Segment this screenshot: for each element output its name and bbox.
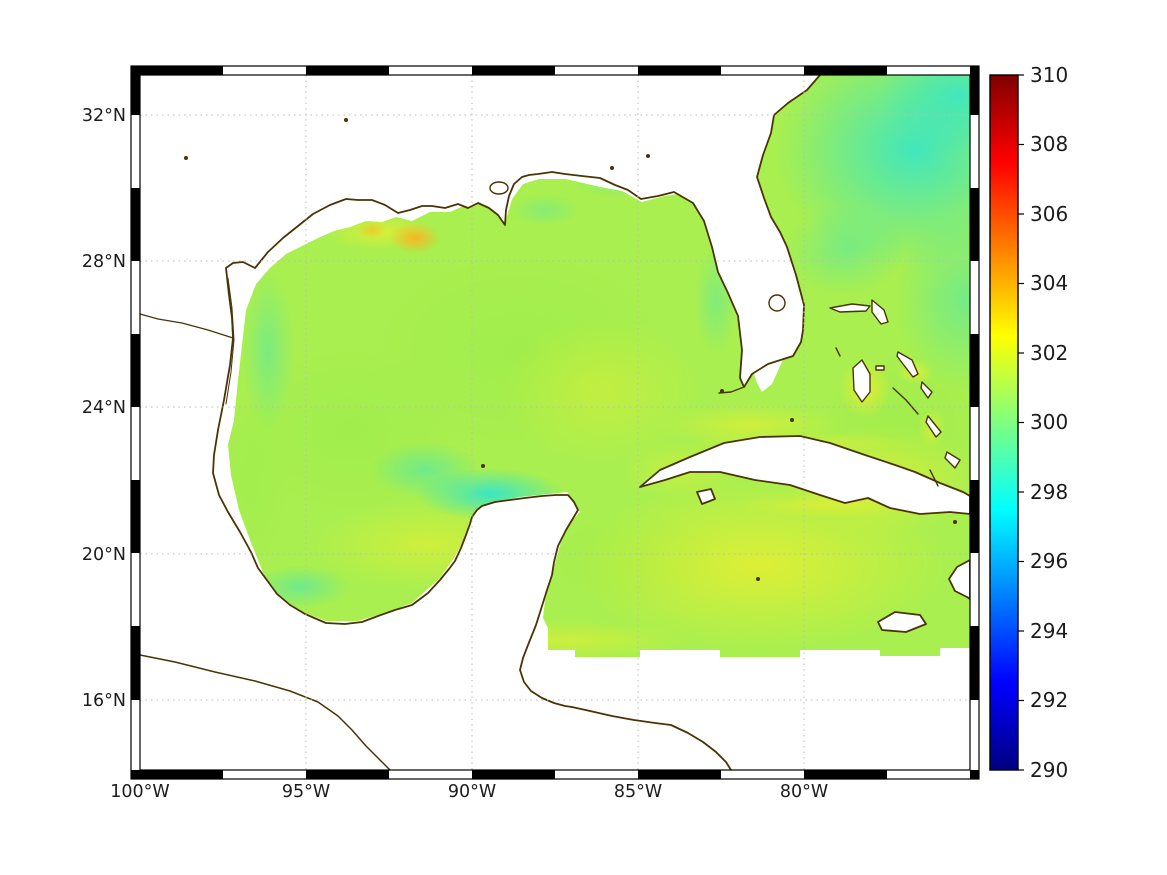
coastline-mainland [212,74,821,771]
small-islets [184,118,957,581]
colorbar-tick-label: 302 [1030,341,1068,365]
x-tick-label: 95°W [282,782,330,802]
zebra-frame [130,65,980,780]
lake-okeechobee [768,294,786,312]
colorbar-tick-label: 298 [1030,480,1068,504]
y-tick-label: 24°N [82,398,126,418]
pacific-coastline-mexico [139,654,391,771]
plot-border [139,74,971,771]
colorbar-tick-label: 292 [1030,688,1068,712]
x-tick-label: 100°W [110,782,169,802]
colorbar: 310 308 306 304 302 300 298 296 294 292 … [989,63,1068,782]
colorbar-tick-label: 310 [1030,63,1068,87]
y-axis-labels: 32°N 28°N 24°N 20°N 16°N [82,106,126,711]
lake-pontchartrain [489,181,509,195]
y-tick-label: 28°N [82,252,126,272]
land-masses [140,75,820,770]
jamaica-island [877,611,927,633]
colorbar-tick-label: 300 [1030,410,1068,434]
colorbar-tick-label: 306 [1030,202,1068,226]
colorbar-tick-label: 296 [1030,549,1068,573]
isla-juventud-island [696,488,716,505]
x-axis-labels: 100°W 95°W 90°W 85°W 80°W [110,782,828,802]
x-tick-label: 90°W [448,782,496,802]
colorbar-tick-label: 308 [1030,132,1068,156]
y-tick-label: 20°N [82,545,126,565]
x-tick-label: 80°W [780,782,828,802]
colorbar-ticks [1018,74,1024,771]
colorbar-gradient [990,75,1018,770]
rio-grande-river [139,313,234,339]
y-tick-label: 16°N [82,691,126,711]
x-tick-label: 85°W [614,782,662,802]
y-tick-label: 32°N [82,106,126,126]
land-mainland [140,75,820,770]
laguna-madre-line [225,277,235,405]
colorbar-tick-label: 294 [1030,619,1068,643]
bahamas-islands [829,299,961,487]
zebra-black-segments [131,66,979,779]
colorbar-labels: 310 308 306 304 302 300 298 296 294 292 … [1030,63,1068,782]
colorbar-tick-label: 304 [1030,271,1068,295]
gridlines [140,75,970,770]
colorbar-tick-label: 290 [1030,758,1068,782]
